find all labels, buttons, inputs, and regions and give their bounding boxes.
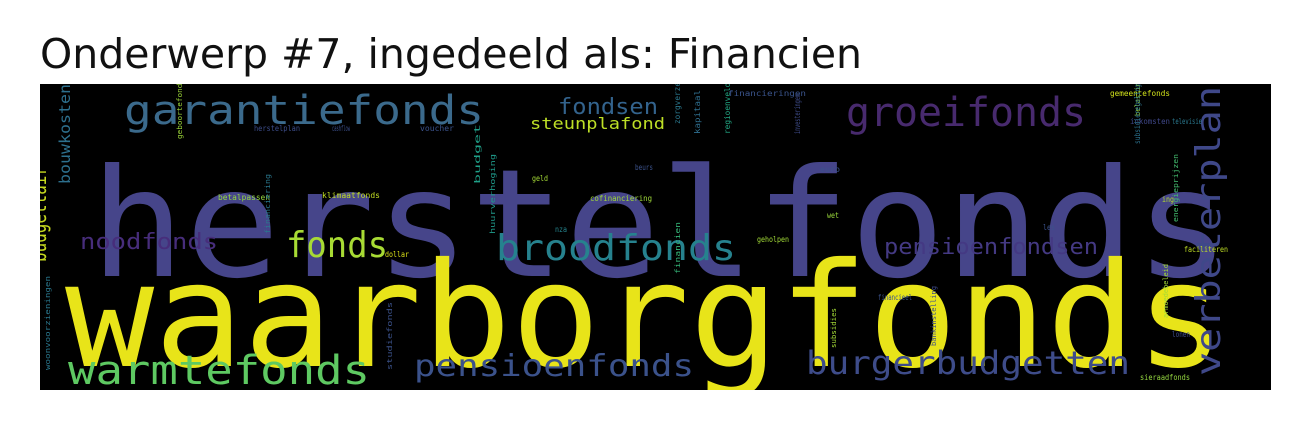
word-studiefonds: studiefonds	[386, 302, 394, 370]
word-zorgverzekering: zorgverzekering	[673, 84, 682, 124]
word-inkomsten: inkomsten	[1130, 117, 1170, 126]
word-kapitaal: kapitaal	[693, 90, 702, 134]
word-pensioenfonds: pensioenfonds	[414, 349, 694, 384]
word-geholpen: geholpen	[757, 235, 789, 244]
word-huurverhoging: huurverhoging	[489, 154, 497, 234]
word-les: les	[1043, 223, 1055, 232]
word-budget: budget	[473, 124, 482, 184]
word-betalpassen: betalpassen	[218, 193, 270, 202]
word-geld: geld	[532, 174, 548, 183]
word-belasting: belasting	[1134, 84, 1142, 116]
word-waarborgfonds: waarborgfonds	[65, 232, 1225, 390]
word-dollar: dollar	[385, 250, 409, 259]
word-fonds: fonds	[286, 225, 388, 266]
word-euro: euro	[820, 165, 840, 174]
word-steunplafond: steunplafond	[530, 114, 665, 133]
word-groeifonds: groeifonds	[846, 90, 1086, 136]
word-sieraadfonds: sieraadfonds	[1140, 373, 1190, 382]
word-faciliteren: faciliteren	[1184, 245, 1228, 254]
word-broodfonds: broodfonds	[496, 228, 736, 269]
word-fondsen: fondsen	[558, 95, 658, 120]
word-regioenveloppen: regioenveloppen	[723, 84, 732, 134]
word-financien: financien	[674, 222, 682, 274]
word-investeringen: investeringen	[793, 94, 802, 134]
word-noodfonds: noodfonds	[80, 230, 218, 255]
word-bouwkosten: bouwkosten	[56, 84, 74, 184]
word-klimaatfonds: klimaatfonds	[322, 191, 380, 200]
word-burgerbudgetten: burgerbudgetten	[806, 344, 1130, 382]
word-bankinstelling: bankinstelling	[930, 286, 938, 346]
word-woonvoorzieningen: woonvoorzieningen	[44, 276, 52, 370]
word-cashflow: cashflow	[332, 124, 350, 133]
word-beurs: beurs	[635, 163, 653, 172]
word-herstelfonds: herstelfonds	[90, 138, 1230, 312]
word-warmtefonds: warmtefonds	[68, 348, 370, 390]
word-lonen: lonen	[1172, 330, 1190, 339]
word-pensioenfondsen: pensioenfondsen	[884, 235, 1098, 260]
word-cofinanciering: cofinanciering	[590, 194, 652, 203]
chart-title: Onderwerp #7, ingedeeld als: Financien	[40, 30, 863, 78]
word-garantiefonds: garantiefonds	[124, 88, 484, 134]
word-geboortefonds: geboortefonds	[176, 84, 184, 139]
word-nza: nza	[555, 225, 567, 234]
word-verbeterplan: verbeterplan	[1189, 86, 1229, 376]
word-ing: ing	[1162, 195, 1174, 204]
word-financieringen: financieringen	[728, 89, 806, 98]
word-televisie: televisie	[1172, 117, 1202, 126]
word-subsidies: subsidies	[830, 308, 838, 348]
word-financieel: financieel	[878, 293, 912, 302]
word-energieprijzen: energieprijzen	[1172, 154, 1180, 222]
word-armoedebeleid: armoedebeleid	[1162, 264, 1170, 318]
word-financiering: financiering	[264, 174, 272, 234]
word-voucher: voucher	[420, 124, 454, 133]
word-herstelplan: herstelplan	[254, 124, 300, 133]
word-wet: wet	[827, 211, 839, 220]
word-gemeentefonds: gemeentefonds	[1110, 89, 1170, 98]
word-cloud: herstelfonds waarborgfonds garantiefonds gr…	[40, 84, 1271, 390]
word-subsidieregeling: subsidieregeling	[1133, 84, 1142, 144]
word-budgettair: budgettair	[40, 166, 52, 262]
